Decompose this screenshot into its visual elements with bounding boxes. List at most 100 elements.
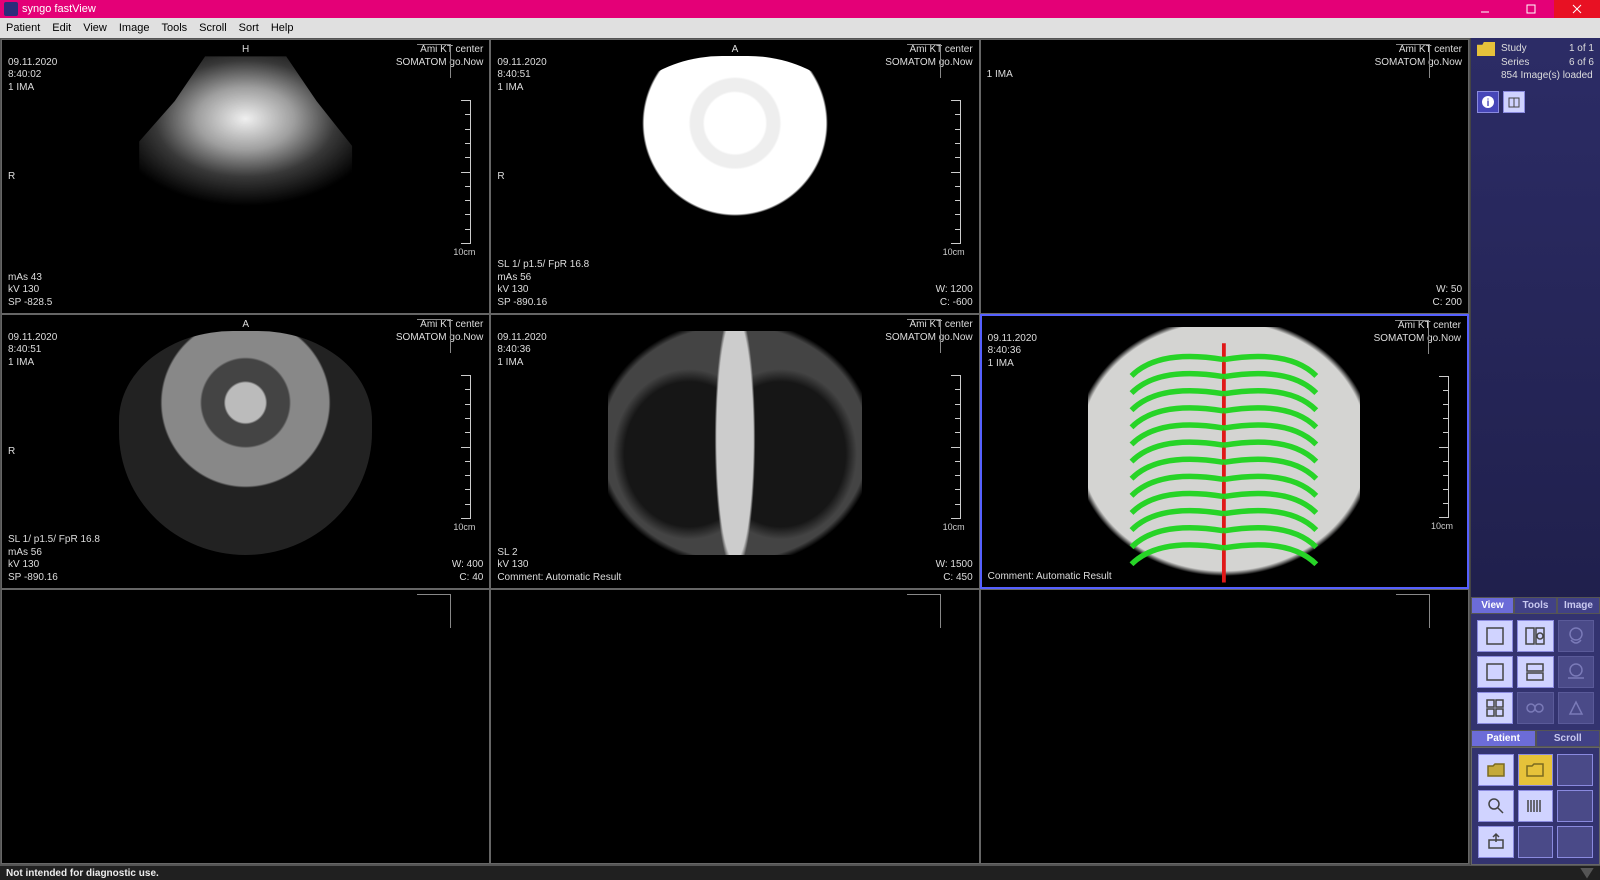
blank4-icon: [1557, 826, 1593, 858]
search-patient-icon[interactable]: [1478, 790, 1514, 822]
open-folder-icon[interactable]: [1478, 754, 1514, 786]
info-button[interactable]: i: [1477, 91, 1499, 113]
titlebar: syngo fastView: [0, 0, 1600, 18]
layout-1x1-icon[interactable]: [1477, 620, 1513, 652]
overlay-top-left: 09.11.2020 8:40:51 1 IMA: [8, 319, 57, 369]
close-button[interactable]: [1554, 0, 1600, 18]
layout-1x2-roi-icon[interactable]: [1517, 620, 1553, 652]
viewport-4[interactable]: 09.11.2020 8:40:36 1 IMAAmi KT center SO…: [490, 314, 979, 589]
menu-patient[interactable]: Patient: [6, 22, 40, 34]
corner-marker: [417, 44, 451, 78]
corner-marker: [1396, 594, 1430, 628]
overlay-bottom-left: SL 1/ p1.5/ FpR 16.8 mAs 56 kV 130 SP -8…: [497, 259, 589, 309]
status-text: Not intended for diagnostic use.: [6, 868, 159, 879]
blank-icon: [1557, 754, 1593, 786]
layout-2x1-icon[interactable]: [1517, 656, 1553, 688]
viewport-6[interactable]: [1, 589, 490, 864]
menu-edit[interactable]: Edit: [52, 22, 71, 34]
head-3d-icon[interactable]: [1558, 620, 1594, 652]
series-value: 6 of 6: [1569, 56, 1594, 70]
layout-blank-icon[interactable]: [1477, 656, 1513, 688]
scan-image: [119, 331, 372, 555]
reveal-handle[interactable]: [1580, 868, 1594, 879]
menu-view[interactable]: View: [83, 22, 107, 34]
corner-marker: [907, 44, 941, 78]
overlay-bottom-left: mAs 43 kV 130 SP -828.5: [8, 272, 52, 310]
overlay-top-left: 09.11.2020 8:40:02 1 IMA: [8, 44, 57, 94]
tool-tab-image[interactable]: Image: [1557, 597, 1600, 614]
overlay-top-left: 09.11.2020 8:40:36 1 IMA: [497, 319, 546, 369]
patient-tab-scroll[interactable]: Scroll: [1536, 730, 1600, 747]
viewport-8[interactable]: [980, 589, 1469, 864]
overlay-bottom-right: W: 50 C: 200: [1433, 284, 1462, 309]
corner-marker: [417, 594, 451, 628]
tool-tab-tools[interactable]: Tools: [1514, 597, 1557, 614]
image-grid: HR 09.11.2020 8:40:02 1 IMAAmi KT center…: [0, 38, 1470, 865]
corner-marker: [1396, 44, 1430, 78]
study-label: Study: [1501, 42, 1527, 56]
scan-image: [1088, 327, 1360, 576]
menu-tools[interactable]: Tools: [161, 22, 187, 34]
menu-scroll[interactable]: Scroll: [199, 22, 227, 34]
app-icon: [4, 2, 18, 16]
barcode-icon[interactable]: [1518, 790, 1554, 822]
menu-image[interactable]: Image: [119, 22, 150, 34]
study-header: Study 1 of 1 Series 6 of 6 854 Image(s) lo…: [1471, 38, 1600, 87]
tool-tab-view[interactable]: View: [1471, 597, 1514, 614]
series-label: Series: [1501, 56, 1529, 70]
corner-marker: [417, 319, 451, 353]
corner-marker: [1395, 320, 1429, 354]
tool-tabs: ViewToolsImage: [1471, 597, 1600, 614]
maximize-button[interactable]: [1508, 0, 1554, 18]
layout-2x2-icon[interactable]: [1477, 692, 1513, 724]
viewport-7[interactable]: [490, 589, 979, 864]
overlay-bottom-left: SL 2 kV 130 Comment: Automatic Result: [497, 547, 621, 585]
overlay-bottom-right: W: 1200 C: -600: [936, 284, 973, 309]
overlay-top-left: 1 IMA: [987, 44, 1013, 82]
export-icon[interactable]: [1478, 826, 1514, 858]
viewport-2[interactable]: 1 IMAAmi KT center SOMATOM go.NowW: 50 C…: [980, 39, 1469, 314]
orientation-top: A: [242, 319, 249, 332]
study-value: 1 of 1: [1569, 42, 1594, 56]
link-series-icon[interactable]: [1517, 692, 1553, 724]
images-loaded: 854 Image(s) loaded: [1501, 69, 1594, 83]
vrt-icon[interactable]: [1558, 692, 1594, 724]
scan-image: [608, 56, 861, 280]
corner-marker: [907, 594, 941, 628]
overlay-bottom-left: SL 1/ p1.5/ FpR 16.8 mAs 56 kV 130 SP -8…: [8, 534, 100, 584]
viewport-1[interactable]: AR 09.11.2020 8:40:51 1 IMAAmi KT center…: [490, 39, 979, 314]
folder-icon: [1477, 42, 1495, 56]
patient-tabs: PatientScroll: [1471, 730, 1600, 747]
app-title: syngo fastView: [22, 3, 96, 15]
orientation-top: A: [732, 44, 739, 57]
book-button[interactable]: [1503, 91, 1525, 113]
blank3-icon: [1518, 826, 1554, 858]
tool-grid: [1471, 614, 1600, 730]
svg-text:i: i: [1487, 98, 1490, 109]
orientation-left: R: [8, 170, 15, 183]
viewport-0[interactable]: HR 09.11.2020 8:40:02 1 IMAAmi KT center…: [1, 39, 490, 314]
scan-image: [119, 56, 372, 280]
viewport-5[interactable]: 09.11.2020 8:40:36 1 IMAAmi KT center SO…: [980, 314, 1469, 589]
orientation-left: R: [497, 170, 504, 183]
overlay-top-left: 09.11.2020 8:40:36 1 IMA: [988, 320, 1037, 370]
status-bar: Not intended for diagnostic use.: [0, 865, 1600, 880]
menubar: Patient Edit View Image Tools Scroll Sort Help: [0, 18, 1600, 38]
minimize-button[interactable]: [1462, 0, 1508, 18]
corner-marker: [907, 319, 941, 353]
patient-grid: [1471, 747, 1600, 865]
overlay-bottom-right: W: 1500 C: 450: [936, 559, 973, 584]
side-panel: Viewer Viewer Study1 of 1 Series6 of 6 8…: [1470, 38, 1600, 865]
overlay-top-left: 09.11.2020 8:40:51 1 IMA: [497, 44, 546, 94]
overlay-bottom-left: Comment: Automatic Result: [988, 571, 1112, 584]
head-slab-icon[interactable]: [1558, 656, 1594, 688]
patient-tab-patient[interactable]: Patient: [1471, 730, 1536, 747]
orientation-top: H: [242, 44, 249, 57]
open-folder-hl-icon[interactable]: [1518, 754, 1554, 786]
menu-sort[interactable]: Sort: [239, 22, 259, 34]
scan-image: [608, 331, 861, 555]
menu-help[interactable]: Help: [271, 22, 294, 34]
overlay-bottom-right: W: 400 C: 40: [452, 559, 484, 584]
viewport-3[interactable]: AR 09.11.2020 8:40:51 1 IMAAmi KT center…: [1, 314, 490, 589]
orientation-left: R: [8, 445, 15, 458]
